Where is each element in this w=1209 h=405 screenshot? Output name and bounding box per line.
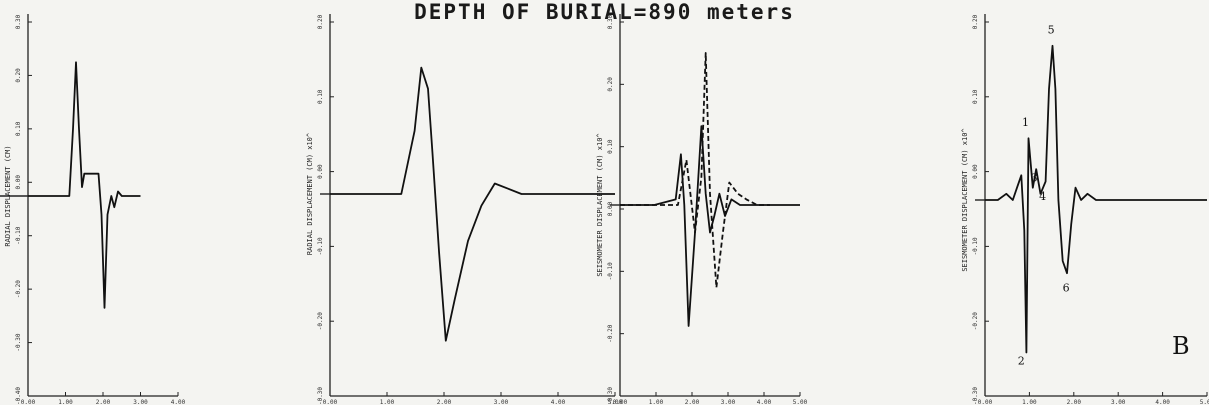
y-tick-label: -0.20	[317, 312, 324, 330]
y-tick-label: 0.20	[317, 14, 324, 29]
y-tick-label: -0.20	[607, 324, 614, 342]
y-tick-label: -0.10	[15, 226, 22, 244]
x-tick-label: 2.00	[685, 399, 700, 405]
y-axis-label: SEISMOMETER DISPLACEMENT (CM) x10^	[596, 133, 604, 276]
y-tick-label: 0.10	[972, 89, 979, 104]
y-tick-label: -0.40	[15, 387, 22, 405]
y-tick-label: 0.20	[972, 14, 979, 29]
x-tick-label: 2.00	[1067, 399, 1082, 405]
y-tick-label: 0.00	[607, 201, 614, 216]
y-tick-label: -0.10	[972, 237, 979, 255]
x-tick-label: 2.00	[437, 399, 452, 405]
solid-trace	[28, 61, 141, 309]
x-tick-label: 0.00	[323, 399, 338, 405]
x-tick-label: 2.00	[96, 399, 111, 405]
y-tick-label: 0.30	[607, 14, 614, 29]
solid-trace	[620, 125, 800, 327]
y-axis-label: SEISMOMETER DISPLACEMENT (CM) x10^	[961, 128, 969, 271]
y-tick-label: 0.10	[317, 89, 324, 104]
x-tick-label: 5.00	[1200, 399, 1209, 405]
solid-trace	[985, 44, 1207, 354]
peak-label: 2	[1018, 355, 1025, 368]
y-tick-label: 0.20	[607, 77, 614, 92]
x-tick-label: 0.00	[21, 399, 36, 405]
panel-letter: B	[1172, 332, 1190, 360]
y-tick-label: -0.20	[972, 312, 979, 330]
y-tick-label: 0.00	[972, 164, 979, 179]
x-tick-label: 3.00	[721, 399, 736, 405]
x-tick-label: 3.00	[494, 399, 509, 405]
peak-label: 1	[1022, 116, 1029, 129]
x-tick-label: 0.00	[613, 399, 628, 405]
solid-trace	[330, 66, 615, 342]
y-tick-label: -0.10	[317, 237, 324, 255]
peak-label: 6	[1063, 282, 1070, 295]
x-tick-label: 1.00	[58, 399, 73, 405]
y-tick-label: -0.20	[15, 280, 22, 298]
y-tick-label: -0.30	[607, 387, 614, 405]
x-tick-label: 1.00	[649, 399, 664, 405]
y-tick-label: 0.20	[15, 68, 22, 83]
x-tick-label: 3.00	[133, 399, 148, 405]
y-tick-label: 0.10	[607, 139, 614, 154]
y-tick-label: -0.30	[317, 387, 324, 405]
y-tick-label: 0.00	[317, 164, 324, 179]
x-tick-label: 1.00	[1022, 399, 1037, 405]
y-tick-label: 0.10	[15, 121, 22, 136]
y-tick-label: 0.00	[15, 175, 22, 190]
y-tick-label: -0.30	[15, 333, 22, 351]
x-tick-label: 4.00	[1155, 399, 1170, 405]
y-axis-label: RADIAL DISPLACEMENT (CM) x10^	[306, 133, 314, 255]
x-tick-label: 4.00	[551, 399, 566, 405]
peak-label: 4	[1039, 190, 1046, 203]
chart-title: DEPTH OF BURIAL=890 meters	[414, 0, 795, 24]
y-tick-label: 0.30	[15, 14, 22, 29]
x-tick-label: 5.00	[793, 399, 808, 405]
x-tick-label: 3.00	[1111, 399, 1126, 405]
x-tick-label: 4.00	[757, 399, 772, 405]
peak-label: 5	[1048, 24, 1055, 37]
x-tick-label: 0.00	[978, 399, 993, 405]
x-tick-label: 4.00	[171, 399, 186, 405]
y-tick-label: -0.30	[972, 387, 979, 405]
dashed-trace	[620, 52, 770, 289]
peak-label: 3	[1031, 172, 1038, 185]
x-tick-label: 1.00	[380, 399, 395, 405]
y-tick-label: -0.10	[607, 262, 614, 280]
x-tick-label: 5.00	[608, 399, 623, 405]
